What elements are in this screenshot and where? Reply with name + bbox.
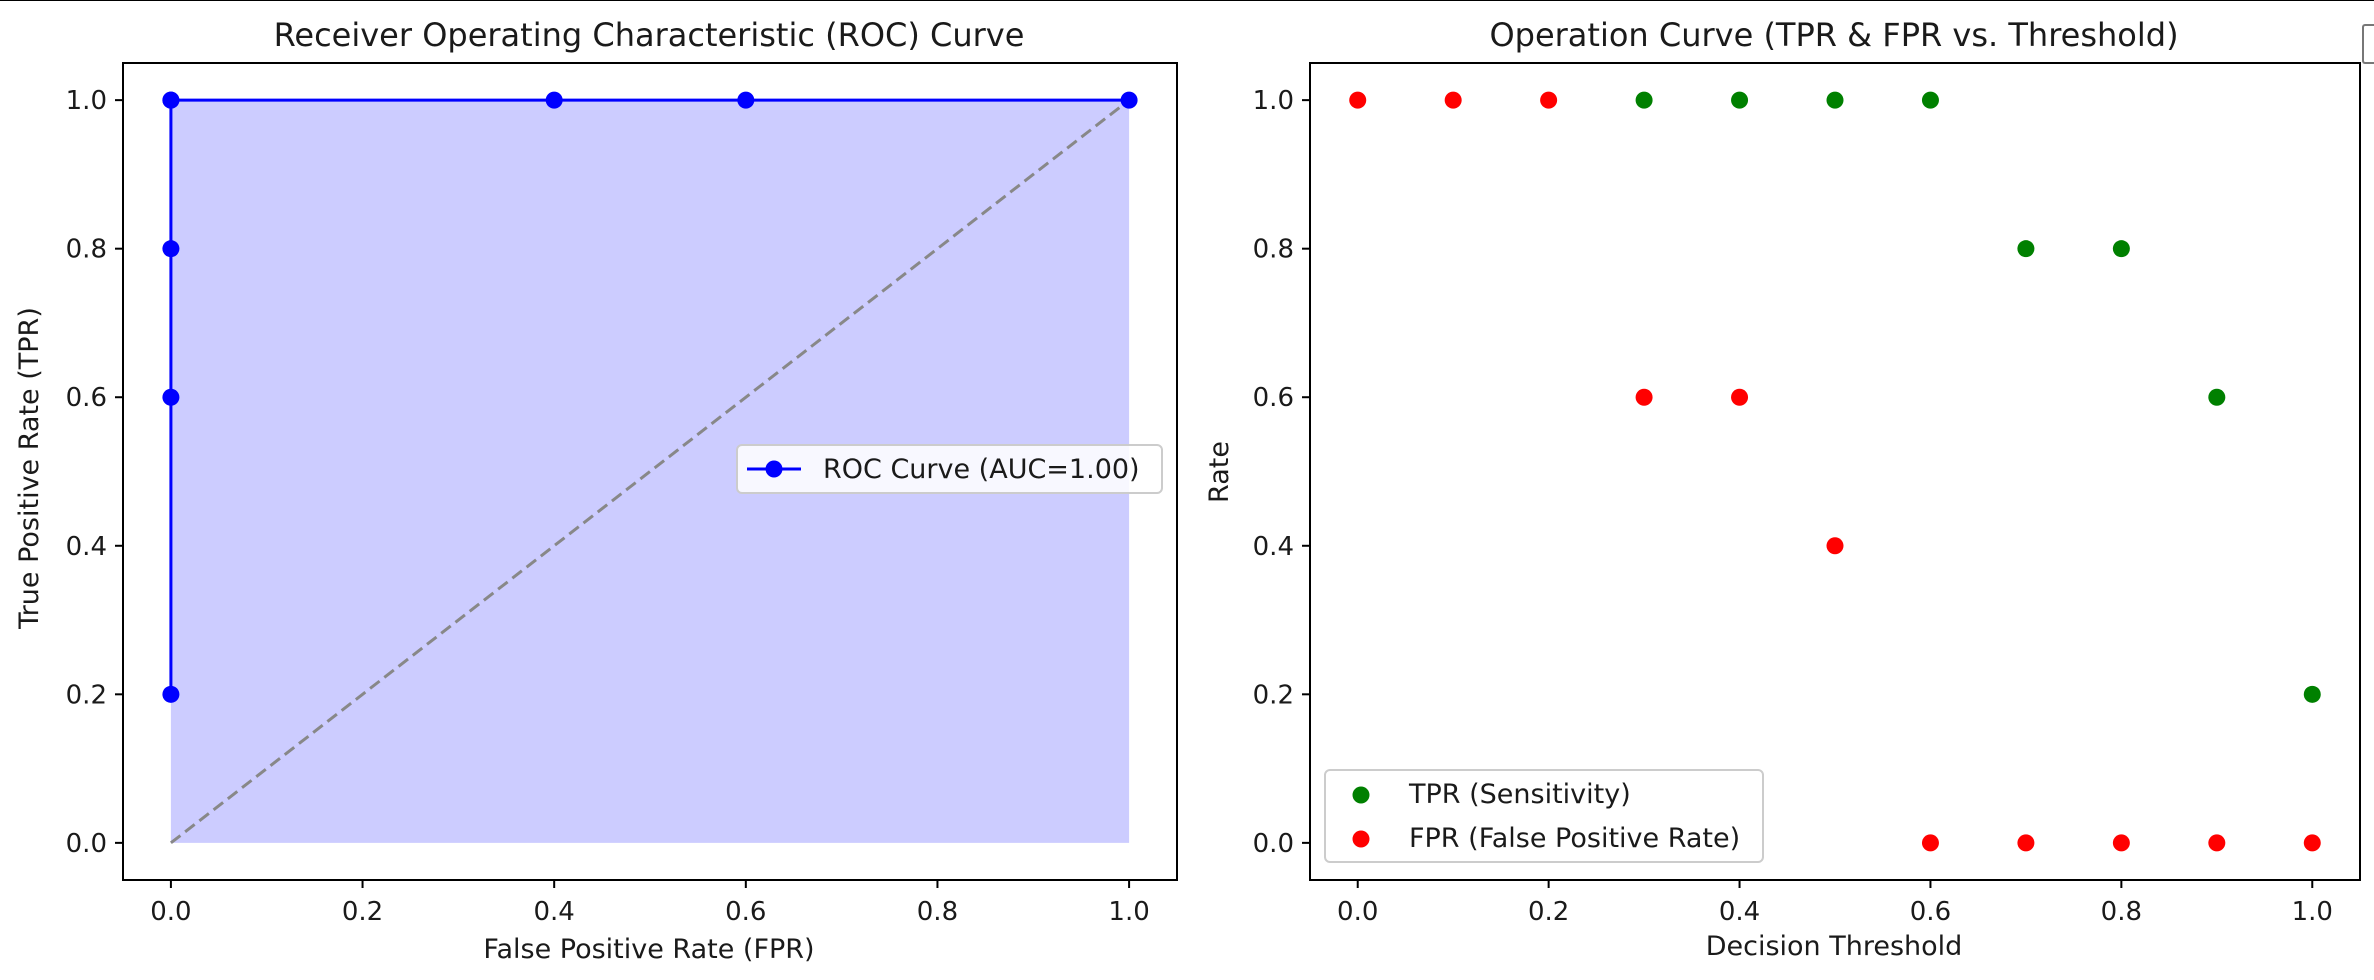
fpr-legend-marker — [1352, 830, 1370, 848]
roc-point-1 — [162, 388, 180, 406]
tpr-point-5 — [2112, 240, 2130, 258]
roc-x-tick-label-0: 0.0 — [150, 897, 191, 927]
roc-point-4 — [162, 91, 180, 109]
fpr-point-7 — [2017, 834, 2035, 852]
roc-y-tick-label-5: 1.0 — [66, 86, 107, 116]
tpr-point-7 — [2303, 685, 2321, 703]
operation-plot-frame — [1309, 62, 2361, 881]
fpr-point-4 — [1731, 388, 1749, 406]
operation-x-tick-label-4: 0.8 — [2101, 897, 2142, 927]
fpr-point-1 — [1444, 91, 1462, 109]
tpr-point-0 — [1635, 91, 1653, 109]
roc-point-2 — [162, 240, 180, 258]
operation-y-tick-label-3: 0.6 — [1253, 383, 1294, 413]
fpr-point-5 — [1826, 537, 1844, 555]
operation-y-tick-label-5: 1.0 — [1253, 86, 1294, 116]
roc-y-axis-label: True Positive Rate (TPR) — [14, 307, 45, 630]
fpr-point-0 — [1349, 91, 1367, 109]
fpr-legend-label: FPR (False Positive Rate) — [1409, 823, 1740, 854]
operation-y-tick-label-0: 0.0 — [1253, 829, 1294, 859]
tpr-point-1 — [1731, 91, 1749, 109]
operation-y-axis-label: Rate — [1204, 441, 1235, 503]
fpr-point-9 — [2208, 834, 2226, 852]
operation-chart-title: Operation Curve (TPR & FPR vs. Threshold… — [1489, 16, 2178, 54]
operation-legend-box — [1324, 769, 1764, 863]
roc-point-7 — [1120, 91, 1138, 109]
roc-x-tick-label-3: 0.6 — [725, 897, 766, 927]
operation-y-tick-label-1: 0.2 — [1253, 680, 1294, 710]
fpr-point-2 — [1540, 91, 1558, 109]
operation-x-tick-label-1: 0.2 — [1528, 897, 1569, 927]
roc-y-tick-label-2: 0.4 — [66, 532, 107, 562]
roc-legend-marker — [765, 460, 783, 478]
fpr-point-10 — [2303, 834, 2321, 852]
operation-x-tick-label-0: 0.0 — [1337, 897, 1378, 927]
operation-x-tick-label-2: 0.4 — [1719, 897, 1760, 927]
operation-y-tick-label-4: 0.8 — [1253, 235, 1294, 265]
roc-x-tick-label-2: 0.4 — [534, 897, 575, 927]
tpr-legend-label: TPR (Sensitivity) — [1408, 779, 1631, 810]
roc-x-axis-label: False Positive Rate (FPR) — [483, 934, 814, 965]
roc-point-5 — [545, 91, 563, 109]
roc-y-tick-label-1: 0.2 — [66, 680, 107, 710]
roc-legend-label: ROC Curve (AUC=1.00) — [823, 454, 1140, 485]
roc-y-tick-label-0: 0.0 — [66, 829, 107, 859]
roc-x-tick-label-1: 0.2 — [342, 897, 383, 927]
tpr-point-3 — [1921, 91, 1939, 109]
operation-x-tick-label-3: 0.6 — [1910, 897, 1951, 927]
roc-chart: Receiver Operating Characteristic (ROC) … — [14, 16, 1178, 965]
fpr-point-6 — [1921, 834, 1939, 852]
tpr-point-2 — [1826, 91, 1844, 109]
tpr-legend-marker — [1352, 786, 1370, 804]
roc-chart-title: Receiver Operating Characteristic (ROC) … — [274, 16, 1025, 54]
roc-y-tick-label-3: 0.6 — [66, 383, 107, 413]
operation-y-tick-label-2: 0.4 — [1253, 532, 1294, 562]
fpr-point-8 — [2112, 834, 2130, 852]
roc-x-tick-label-4: 0.8 — [917, 897, 958, 927]
operation-x-tick-label-5: 1.0 — [2292, 897, 2333, 927]
roc-y-tick-label-4: 0.8 — [66, 235, 107, 265]
operation-chart: Operation Curve (TPR & FPR vs. Threshold… — [1204, 16, 2361, 962]
roc-point-0 — [162, 685, 180, 703]
window-top-border — [0, 0, 2374, 1]
roc-point-6 — [737, 91, 755, 109]
reference-diagonal-line — [169, 98, 1131, 845]
operation-x-axis-label: Decision Threshold — [1706, 931, 1963, 962]
tpr-point-6 — [2208, 388, 2226, 406]
fpr-point-3 — [1635, 388, 1653, 406]
roc-x-tick-label-5: 1.0 — [1108, 897, 1149, 927]
window-edge-control[interactable] — [2362, 24, 2374, 64]
tpr-point-4 — [2017, 240, 2035, 258]
roc-legend-box — [736, 444, 1163, 494]
roc-plot-frame — [122, 62, 1178, 881]
